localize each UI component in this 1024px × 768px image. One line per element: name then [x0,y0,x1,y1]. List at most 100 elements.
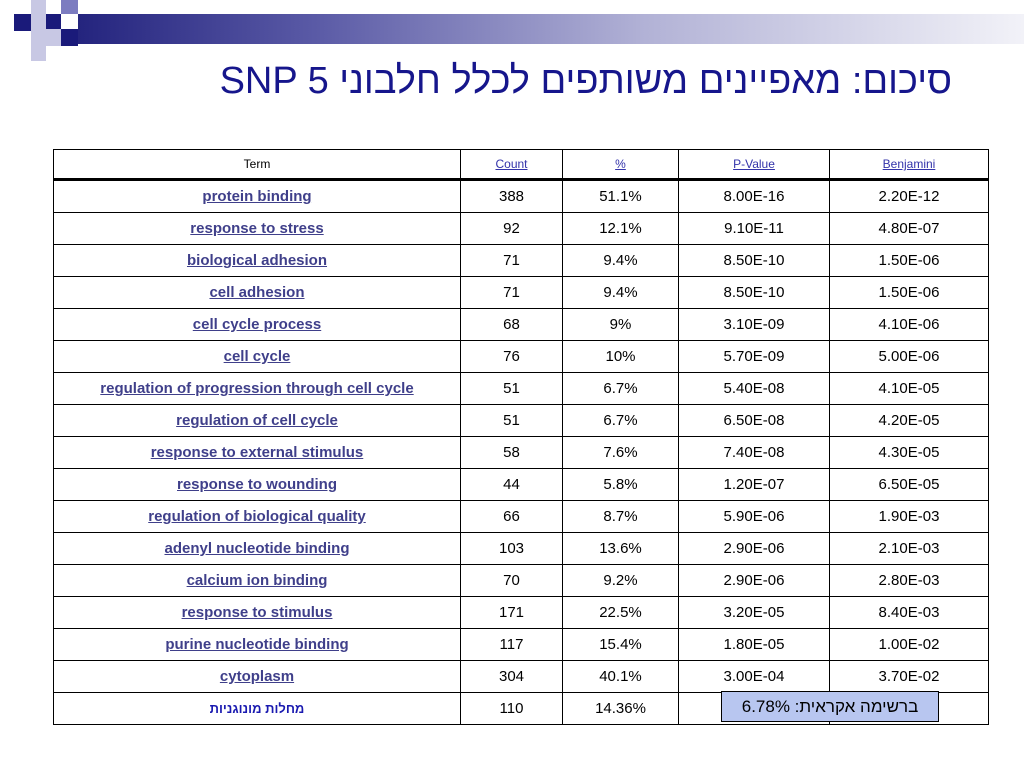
percent-cell: 40.1% [562,660,679,693]
count-cell: 117 [460,628,563,661]
benjamini-cell: 3.70E-02 [829,660,989,693]
table-row: response to external stimulus 58 7.6% 7.… [53,436,989,469]
term-link[interactable]: regulation of progression through cell c… [53,372,461,405]
term-link[interactable]: cell cycle [53,340,461,373]
pvalue-cell: 7.40E-08 [678,436,830,469]
table-row: cell cycle 76 10% 5.70E-09 5.00E-06 [53,340,989,373]
count-cell: 66 [460,500,563,533]
table-row: regulation of biological quality 66 8.7%… [53,500,989,533]
benjamini-cell: 5.00E-06 [829,340,989,373]
monogenic-diseases-label: מחלות מונוגניות [53,692,461,725]
table-body: protein binding 388 51.1% 8.00E-16 2.20E… [53,179,989,725]
term-link[interactable]: response to wounding [53,468,461,501]
percent-cell: 9.2% [562,564,679,597]
benjamini-cell: 2.80E-03 [829,564,989,597]
benjamini-cell: 4.20E-05 [829,404,989,437]
pvalue-cell: 9.10E-11 [678,212,830,245]
table-row: regulation of progression through cell c… [53,372,989,405]
count-cell: 51 [460,372,563,405]
percent-cell: 51.1% [562,179,679,213]
term-link[interactable]: response to stress [53,212,461,245]
pvalue-cell: 5.40E-08 [678,372,830,405]
percent-cell: 14.36% [562,692,679,725]
pvalue-cell: 8.50E-10 [678,244,830,277]
term-link[interactable]: response to stimulus [53,596,461,629]
table-row: cell cycle process 68 9% 3.10E-09 4.10E-… [53,308,989,341]
corner-square-decoration [14,14,31,31]
benjamini-cell: 1.90E-03 [829,500,989,533]
percent-cell: 9.4% [562,244,679,277]
benjamini-cell: 4.30E-05 [829,436,989,469]
count-cell: 92 [460,212,563,245]
benjamini-cell: 2.20E-12 [829,179,989,213]
percent-cell: 9.4% [562,276,679,309]
table-row: cytoplasm 304 40.1% 3.00E-04 3.70E-02 [53,660,989,693]
corner-square-decoration [46,14,61,29]
table-row: response to wounding 44 5.8% 1.20E-07 6.… [53,468,989,501]
pvalue-cell: 2.90E-06 [678,532,830,565]
percent-cell: 9% [562,308,679,341]
pvalue-cell: 8.00E-16 [678,179,830,213]
table-row: cell adhesion 71 9.4% 8.50E-10 1.50E-06 [53,276,989,309]
percent-cell: 22.5% [562,596,679,629]
benjamini-cell: 1.00E-02 [829,628,989,661]
table-row: biological adhesion 71 9.4% 8.50E-10 1.5… [53,244,989,277]
benjamini-cell: 4.10E-05 [829,372,989,405]
pvalue-cell: 1.20E-07 [678,468,830,501]
corner-square-decoration [31,46,46,61]
percent-cell: 6.7% [562,372,679,405]
term-link[interactable]: adenyl nucleotide binding [53,532,461,565]
pvalue-cell: 2.90E-06 [678,564,830,597]
column-header-count[interactable]: Count [460,149,563,181]
count-cell: 44 [460,468,563,501]
percent-cell: 13.6% [562,532,679,565]
term-link[interactable]: cytoplasm [53,660,461,693]
term-link[interactable]: response to external stimulus [53,436,461,469]
count-cell: 388 [460,179,563,213]
pvalue-cell: 5.70E-09 [678,340,830,373]
percent-cell: 6.7% [562,404,679,437]
count-cell: 171 [460,596,563,629]
column-header-pvalue[interactable]: P-Value [678,149,830,181]
table-row: protein binding 388 51.1% 8.00E-16 2.20E… [53,179,989,213]
column-header-benjamini[interactable]: Benjamini [829,149,989,181]
pvalue-cell: 8.50E-10 [678,276,830,309]
count-cell: 58 [460,436,563,469]
term-link[interactable]: purine nucleotide binding [53,628,461,661]
term-link[interactable]: protein binding [53,179,461,213]
percent-cell: 8.7% [562,500,679,533]
count-cell: 110 [460,692,563,725]
term-link[interactable]: regulation of biological quality [53,500,461,533]
percent-cell: 15.4% [562,628,679,661]
term-link[interactable]: cell cycle process [53,308,461,341]
term-link[interactable]: regulation of cell cycle [53,404,461,437]
benjamini-cell: 6.50E-05 [829,468,989,501]
header-gradient-bar [78,14,1024,44]
benjamini-cell: 8.40E-03 [829,596,989,629]
corner-square-decoration [61,0,78,14]
table-row: calcium ion binding 70 9.2% 2.90E-06 2.8… [53,564,989,597]
table-row: purine nucleotide binding 117 15.4% 1.80… [53,628,989,661]
table-row: response to stress 92 12.1% 9.10E-11 4.8… [53,212,989,245]
count-cell: 71 [460,244,563,277]
column-header-term: Term [53,149,461,181]
table-row: regulation of cell cycle 51 6.7% 6.50E-0… [53,404,989,437]
count-cell: 103 [460,532,563,565]
table-header-row: Term Count % P-Value Benjamini [53,149,989,181]
benjamini-cell: 2.10E-03 [829,532,989,565]
benjamini-cell: 4.80E-07 [829,212,989,245]
percent-cell: 10% [562,340,679,373]
count-cell: 76 [460,340,563,373]
pvalue-cell: 1.80E-05 [678,628,830,661]
table-row: response to stimulus 171 22.5% 3.20E-05 … [53,596,989,629]
count-cell: 70 [460,564,563,597]
percent-cell: 5.8% [562,468,679,501]
slide-title: סיכום: מאפיינים משותפים לכלל חלבוני SNP … [219,60,952,102]
column-header-percent[interactable]: % [562,149,679,181]
percent-cell: 12.1% [562,212,679,245]
term-link[interactable]: calcium ion binding [53,564,461,597]
term-link[interactable]: cell adhesion [53,276,461,309]
count-cell: 71 [460,276,563,309]
term-link[interactable]: biological adhesion [53,244,461,277]
